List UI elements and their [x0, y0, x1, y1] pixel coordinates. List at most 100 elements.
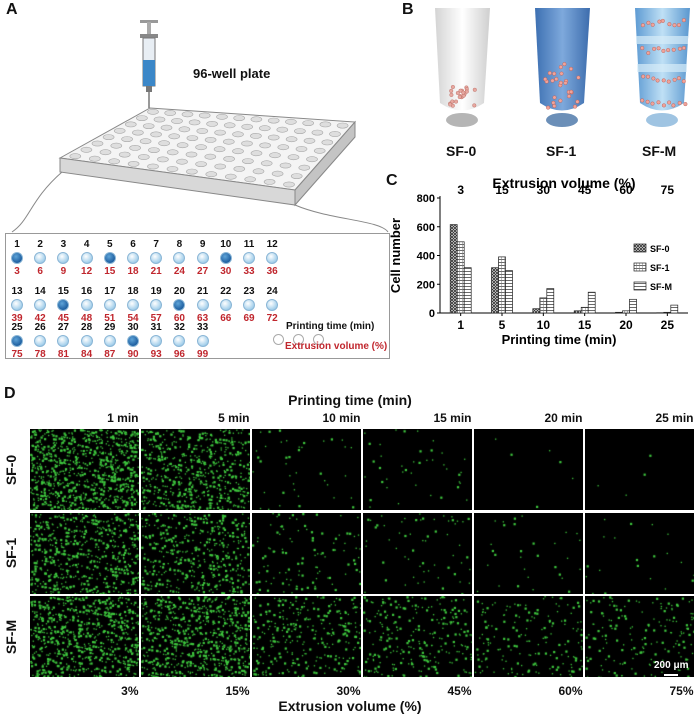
x-tick-label: 1 — [457, 318, 464, 332]
well-number: 16 — [81, 286, 93, 297]
well-volume: 42 — [34, 313, 46, 324]
volume-label: 30% — [336, 684, 361, 698]
well-light-icon — [34, 335, 47, 347]
well-light-icon — [266, 252, 279, 264]
well-light-icon — [243, 299, 255, 311]
well-volume: 9 — [60, 266, 67, 277]
cell-fluorescence — [474, 429, 583, 510]
micrograph-tile — [363, 596, 472, 677]
plate-well — [160, 124, 173, 131]
well-volume: 60 — [173, 313, 185, 324]
well-volume: 75 — [11, 349, 23, 360]
scale-bar-label: 200 μm — [654, 660, 689, 671]
micrograph-xlabel: Extrusion volume (%) — [278, 698, 422, 714]
well-volume: 69 — [243, 313, 255, 324]
plate-well — [158, 140, 170, 147]
plate-well — [303, 137, 316, 144]
micrograph-tile — [252, 429, 361, 510]
y-tick-label: 800 — [417, 193, 435, 205]
plate-well — [204, 153, 217, 160]
well-number: 8 — [176, 239, 183, 250]
micrograph-title: Printing time (min) — [288, 392, 412, 408]
y-tick-label: 0 — [429, 308, 435, 320]
plate-well — [213, 146, 226, 153]
panel-a-letter: A — [6, 1, 18, 18]
plate-well — [214, 129, 226, 136]
plate-well — [283, 181, 295, 188]
micrograph-tile — [585, 512, 694, 594]
plate-well — [223, 155, 235, 162]
well-dark-icon — [11, 252, 23, 264]
plate-well — [267, 134, 280, 141]
plate-well — [252, 168, 265, 175]
plate-well — [113, 127, 126, 134]
micrograph-tile — [141, 429, 250, 510]
plate-well — [242, 158, 254, 164]
nozzle-cells — [448, 18, 688, 110]
micrograph-tile — [363, 429, 472, 510]
cell-fluorescence — [252, 429, 361, 510]
plate-well — [225, 173, 237, 180]
well-light-icon — [150, 299, 163, 311]
well-light-icon — [57, 335, 70, 347]
cell-fluorescence — [363, 429, 472, 510]
well-volume: 63 — [197, 313, 209, 324]
top-tick-label: 15 — [495, 183, 509, 197]
plate-well — [204, 136, 217, 143]
plate-well — [164, 110, 176, 116]
plate-well — [196, 128, 209, 134]
plate-wells — [69, 108, 349, 188]
plate-well — [136, 115, 148, 121]
plate-well — [336, 122, 349, 129]
legend-label: SF-1 — [650, 263, 670, 273]
plate-well — [232, 148, 244, 155]
plate-well — [290, 173, 303, 179]
well-light-icon — [103, 335, 116, 347]
cell-fluorescence — [585, 429, 694, 510]
well-number: 18 — [127, 286, 139, 297]
well-number: 30 — [127, 322, 139, 333]
well-light-icon — [57, 252, 70, 264]
plate-well — [250, 150, 263, 157]
well-volume: 30 — [220, 266, 232, 277]
panel-d-letter: D — [4, 385, 16, 402]
chart-title: Extrusion volume (%) — [492, 175, 635, 191]
plate-well — [99, 149, 112, 156]
well-volume: 57 — [150, 313, 162, 324]
well-number: 4 — [83, 239, 90, 250]
well-dark-icon — [219, 252, 232, 264]
cell-fluorescence — [363, 596, 472, 677]
plate-well — [321, 139, 334, 146]
well-light-icon — [127, 252, 139, 264]
nozzle-sf0 — [435, 8, 490, 127]
nozzle-label-sf0: SF-0 — [446, 143, 477, 159]
volume-label: 60% — [558, 684, 583, 698]
well-volume: 66 — [220, 313, 232, 324]
cell-fluorescence — [363, 512, 472, 594]
cell-fluorescence — [585, 512, 694, 594]
well-number: 7 — [153, 239, 159, 250]
well-light-icon — [219, 299, 232, 311]
plate-well — [285, 118, 297, 125]
plate-well — [147, 163, 159, 170]
well-number: 17 — [104, 286, 116, 297]
legend-swatch — [633, 262, 647, 272]
plate-label: 96-well plate — [193, 66, 271, 81]
well-volume: 36 — [266, 266, 278, 277]
plate-well — [233, 165, 246, 172]
volume-label: 3% — [121, 684, 139, 698]
well-volume: 39 — [11, 313, 23, 324]
x-tick-label: 5 — [499, 318, 506, 332]
well-light-icon — [196, 299, 209, 311]
plate-well — [302, 120, 315, 126]
well-volume: 84 — [81, 349, 93, 360]
plate-well — [138, 154, 150, 160]
plate-well — [118, 151, 131, 158]
plate-well — [250, 132, 262, 139]
plate-well — [166, 149, 179, 156]
plate-well — [216, 113, 228, 120]
y-axis-label: Cell number — [388, 218, 403, 293]
plate-well — [205, 171, 218, 178]
plate-well — [110, 142, 123, 149]
well-light-icon — [80, 335, 93, 347]
